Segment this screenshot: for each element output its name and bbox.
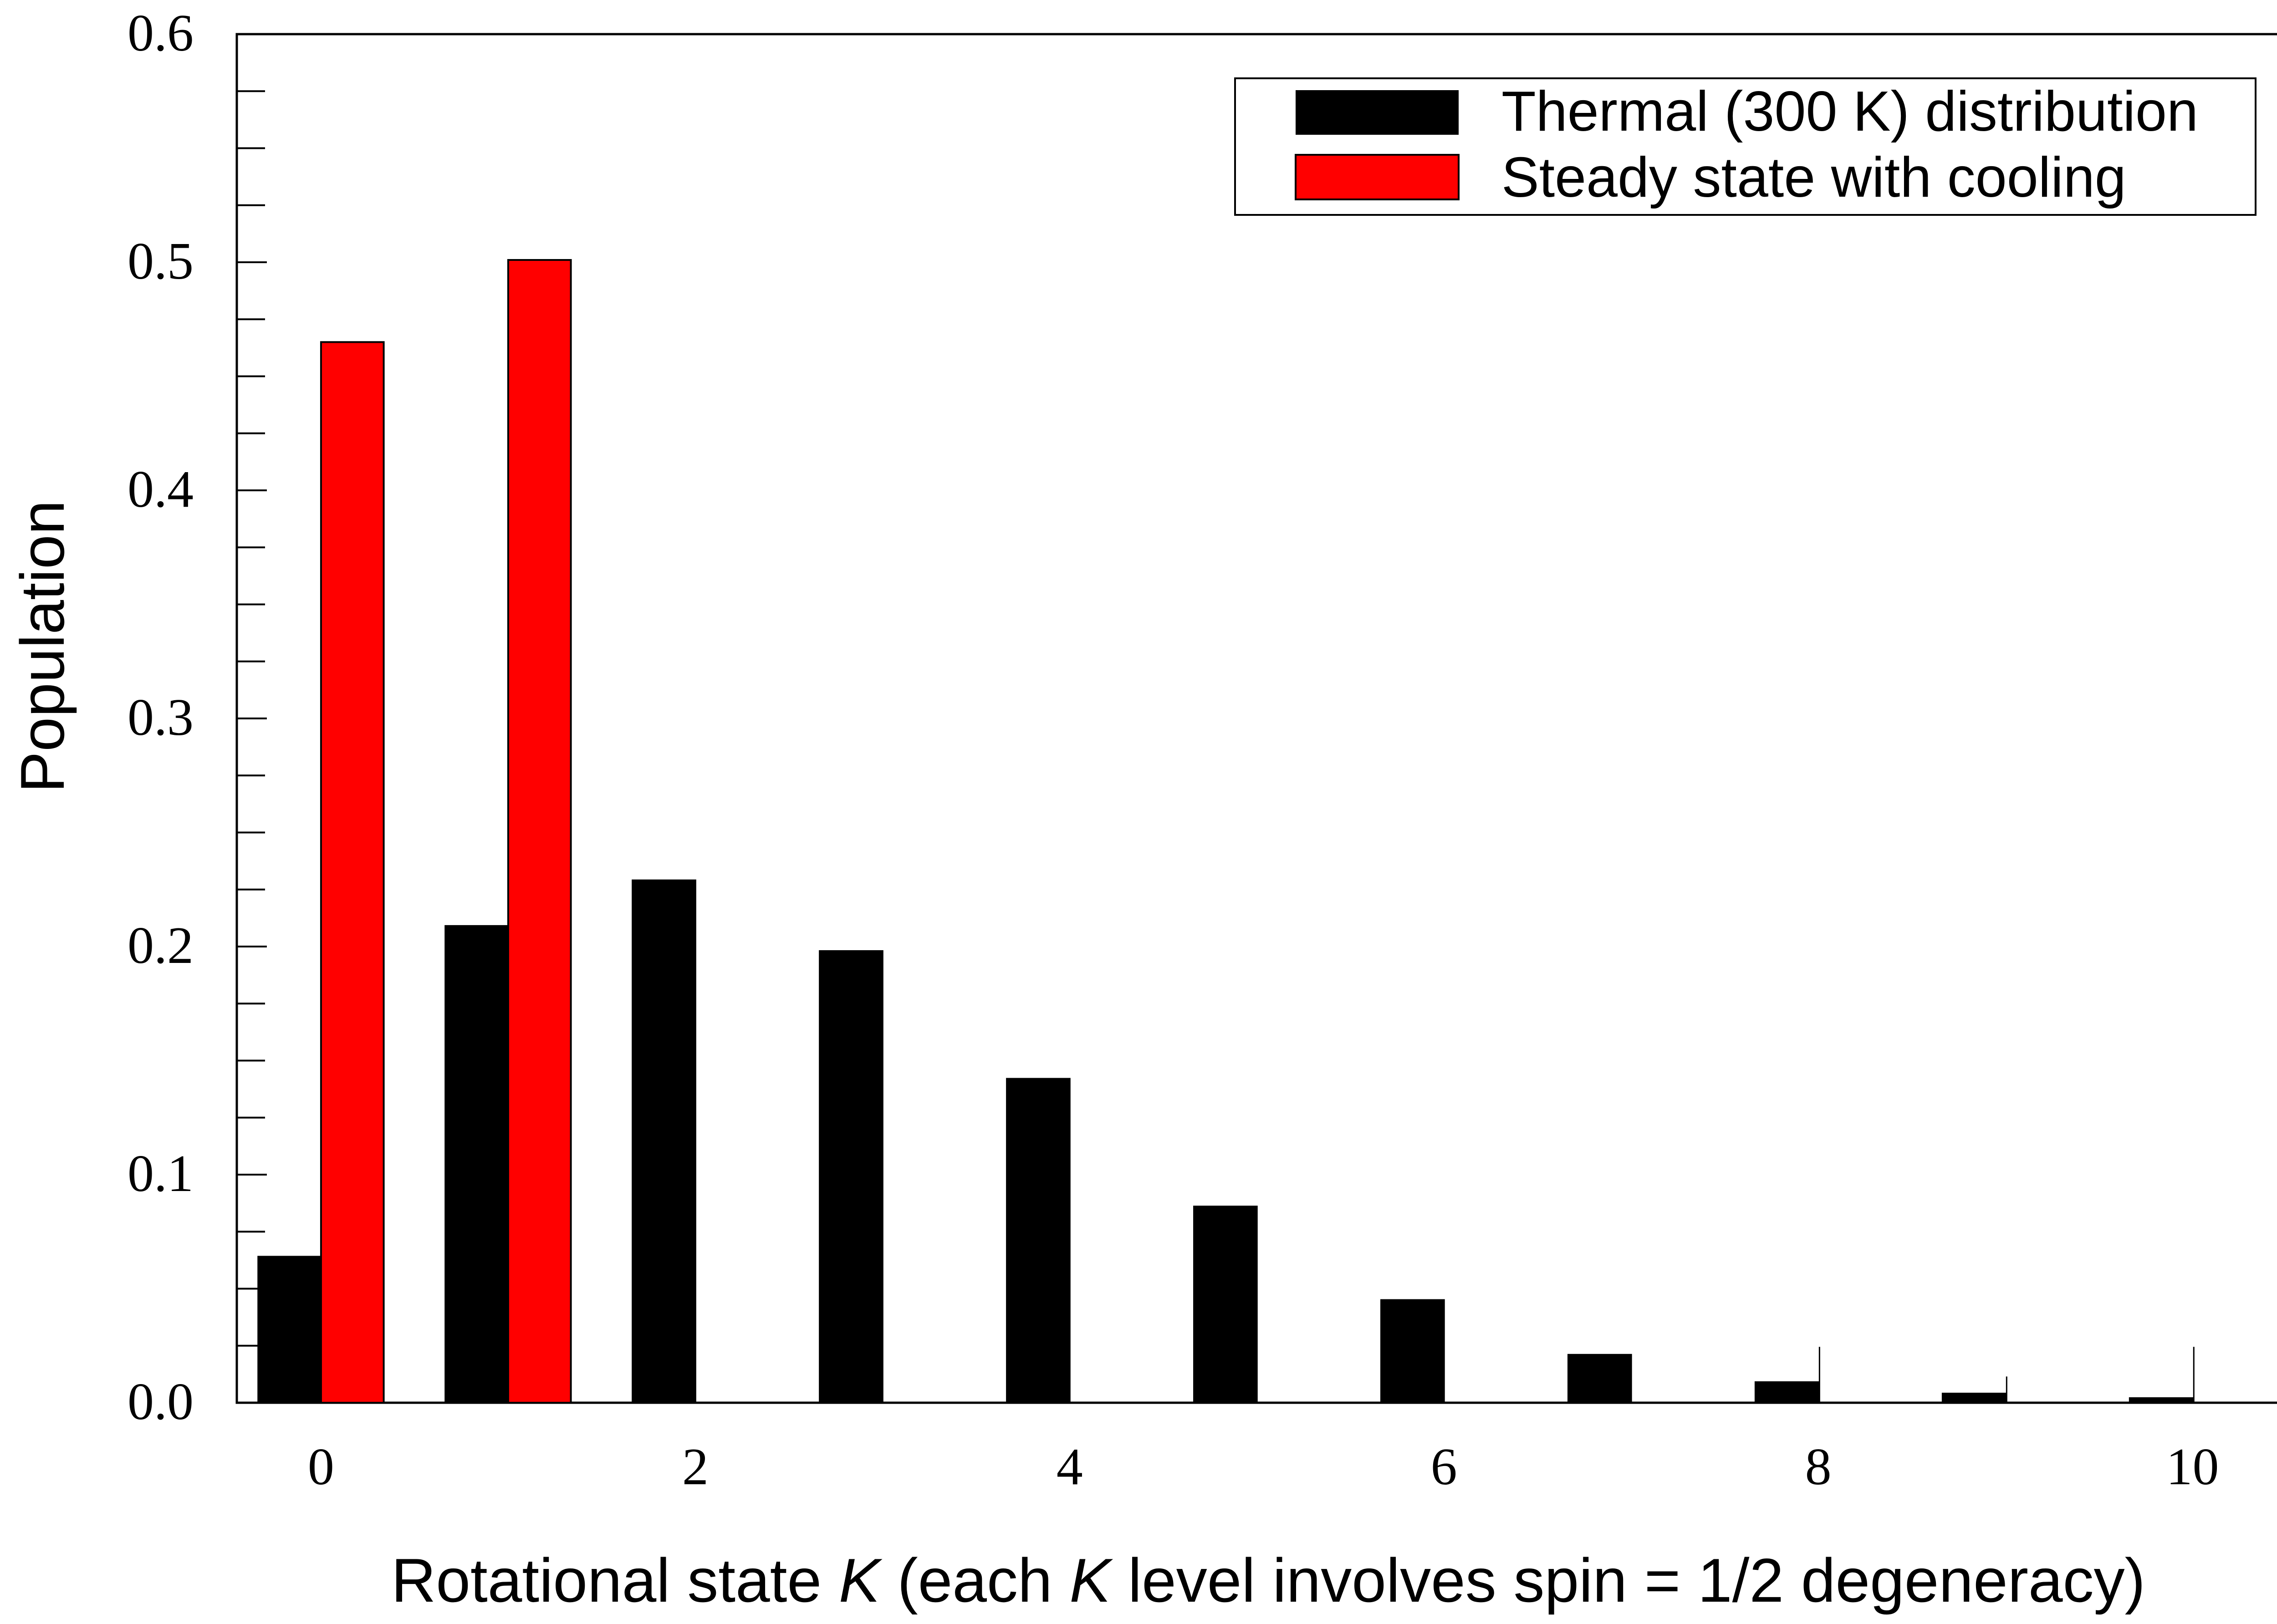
y-tick-label: 0.6	[128, 4, 194, 62]
bar-thermal-k8	[1754, 1381, 1819, 1404]
x-tick-label: 0	[308, 1438, 334, 1496]
bar-cooling-k1	[507, 259, 572, 1404]
y-tick-label: 0.4	[128, 460, 194, 519]
bar-thermal-k2	[632, 879, 696, 1404]
legend-swatch-thermal	[1296, 90, 1459, 135]
x-tick-label: 2	[682, 1438, 709, 1496]
bar-thermal-k6	[1380, 1299, 1445, 1404]
bar-thermal-k5	[1193, 1206, 1258, 1404]
legend-swatch-cooling	[1295, 154, 1460, 200]
x-axis-title: Rotational state K (each K level involve…	[391, 1546, 2145, 1615]
bar-thermal-k3	[819, 950, 883, 1404]
plot-frame	[235, 33, 2277, 1404]
x-axis-title-k1: K	[839, 1546, 883, 1615]
legend-label-cooling: Steady state with cooling	[1501, 146, 2126, 209]
x-axis-title-k2: K	[1069, 1546, 1113, 1615]
x-axis-title-part-b: (each	[880, 1546, 1070, 1615]
y-tick-label: 0.5	[128, 232, 194, 290]
x-axis-title-part-a: Rotational state	[391, 1546, 839, 1615]
bar-thermal-k1	[444, 925, 509, 1404]
y-axis-title: Population	[8, 500, 77, 793]
bar-thermal-k10	[2129, 1397, 2194, 1404]
x-tick-label: 6	[1431, 1438, 1457, 1496]
legend: Thermal (300 K) distribution Steady stat…	[1234, 77, 2257, 216]
bars-group	[257, 259, 2195, 1404]
x-tick-label: 8	[1805, 1438, 1832, 1496]
bar-cooling-k0	[320, 341, 385, 1404]
y-tick-labels: 0.0 0.1 0.2 0.3 0.4 0.5 0.6	[128, 4, 194, 1431]
legend-label-thermal: Thermal (300 K) distribution	[1501, 80, 2198, 143]
x-tick-labels: 0 2 4 6 8 10	[308, 1438, 2219, 1496]
x-tick-label: 4	[1057, 1438, 1083, 1496]
y-tick-label: 0.2	[128, 916, 194, 975]
bar-thermal-k7	[1567, 1354, 1632, 1404]
bar-thermal-k4	[1006, 1078, 1071, 1404]
x-axis-title-part-c: level involves spin = 1/2 degeneracy)	[1111, 1546, 2145, 1615]
y-tick-label: 0.0	[128, 1373, 194, 1431]
bar-thermal-k9	[1941, 1392, 2006, 1404]
x-tick-label: 10	[2166, 1438, 2219, 1496]
bar-thermal-k0	[257, 1256, 322, 1404]
y-tick-label: 0.1	[128, 1145, 194, 1203]
y-tick-label: 0.3	[128, 688, 194, 747]
y-minor-ticks	[237, 90, 267, 1347]
